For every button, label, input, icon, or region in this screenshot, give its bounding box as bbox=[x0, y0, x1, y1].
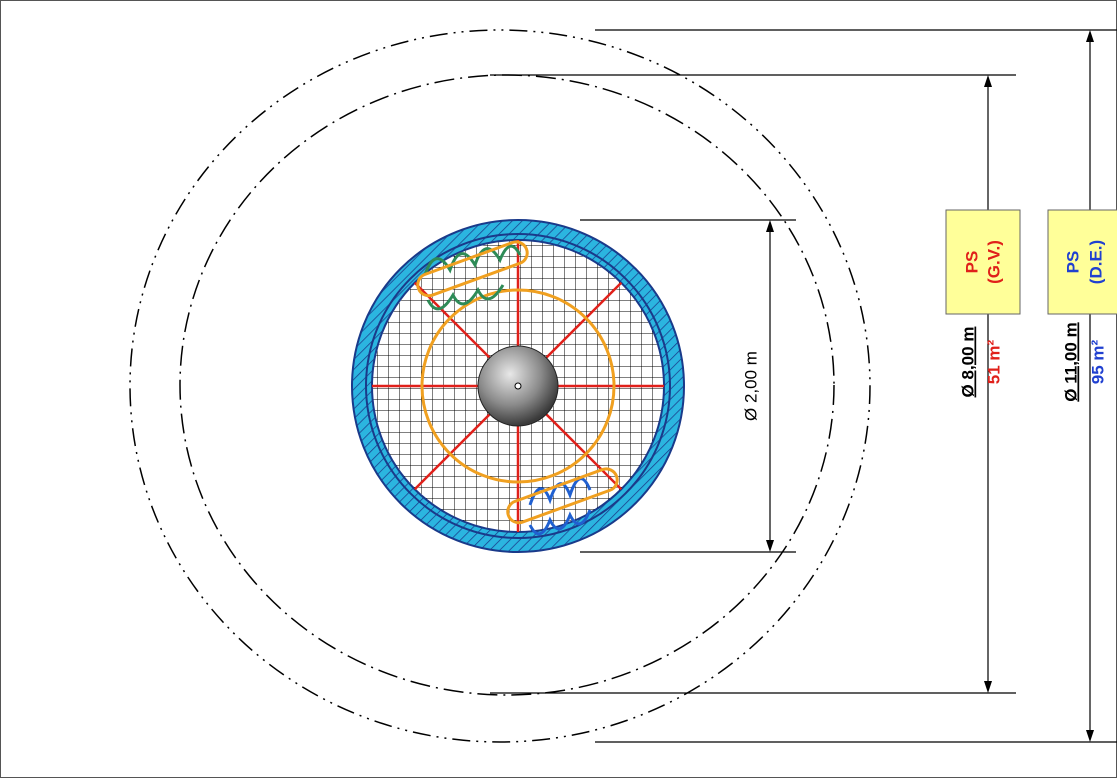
label-box bbox=[945, 209, 1021, 315]
dimension-de: PS (D.E.) Ø 11,00 m 95 m² bbox=[595, 29, 1117, 743]
dimension-inner: Ø 2,00 m bbox=[580, 219, 796, 553]
dimension-gv: PS (G.V.) Ø 8,00 m 51 m² bbox=[490, 74, 1021, 694]
label-box bbox=[1047, 209, 1117, 315]
tank bbox=[351, 219, 685, 553]
diameter-label: Ø 8,00 m bbox=[958, 327, 977, 398]
box-line: PS bbox=[962, 251, 981, 274]
box-line: PS bbox=[1063, 251, 1082, 274]
box-line: (G.V.) bbox=[984, 240, 1003, 284]
box-line: (D.E.) bbox=[1086, 240, 1105, 284]
area-label: 95 m² bbox=[1088, 339, 1107, 384]
inner-diameter-label: Ø 2,00 m bbox=[741, 351, 760, 421]
diameter-label: Ø 11,00 m bbox=[1061, 322, 1080, 401]
area-label: 51 m² bbox=[984, 339, 1003, 384]
perimeter-de-circle bbox=[129, 29, 871, 743]
